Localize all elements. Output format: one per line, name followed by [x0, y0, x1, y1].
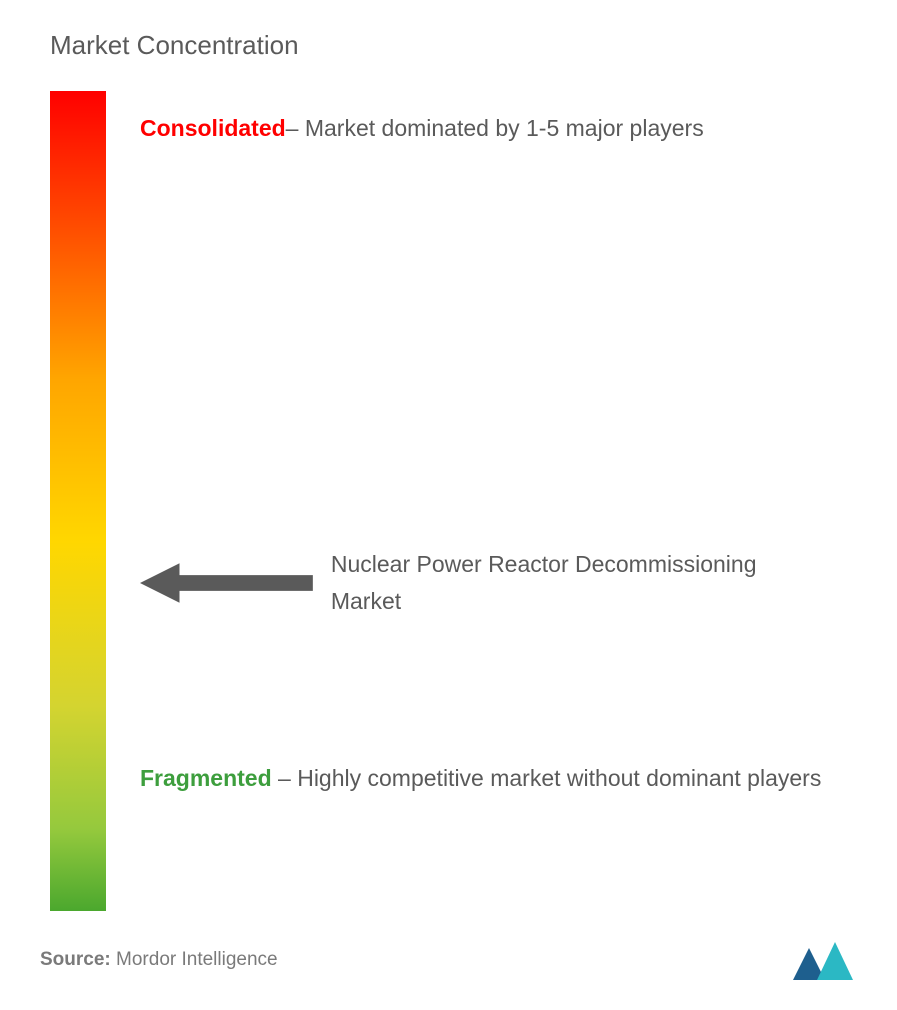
arrow-left-icon [140, 559, 313, 607]
mordor-logo-icon [793, 940, 857, 980]
source-attribution: Source: Mordor Intelligence [40, 949, 278, 971]
text-content-area: Consolidated– Market dominated by 1-5 ma… [140, 91, 827, 911]
fragmented-text: – Highly competitive market without domi… [272, 765, 822, 791]
chart-area: Consolidated– Market dominated by 1-5 ma… [40, 91, 857, 911]
consolidated-label: Consolidated [140, 115, 286, 141]
chart-title: Market Concentration [50, 30, 857, 61]
consolidated-description: Consolidated– Market dominated by 1-5 ma… [140, 101, 704, 156]
market-position-marker: Nuclear Power Reactor Decommissioning Ma… [140, 546, 827, 620]
source-label: Source: [40, 949, 111, 970]
fragmented-label: Fragmented [140, 765, 272, 791]
fragmented-description: Fragmented – Highly competitive market w… [140, 751, 821, 806]
consolidated-text: – Market dominated by 1-5 major players [286, 115, 704, 141]
market-name-label: Nuclear Power Reactor Decommissioning Ma… [331, 546, 827, 620]
concentration-gradient-bar [50, 91, 106, 911]
source-value: Mordor Intelligence [111, 949, 278, 970]
footer: Source: Mordor Intelligence [40, 940, 857, 980]
